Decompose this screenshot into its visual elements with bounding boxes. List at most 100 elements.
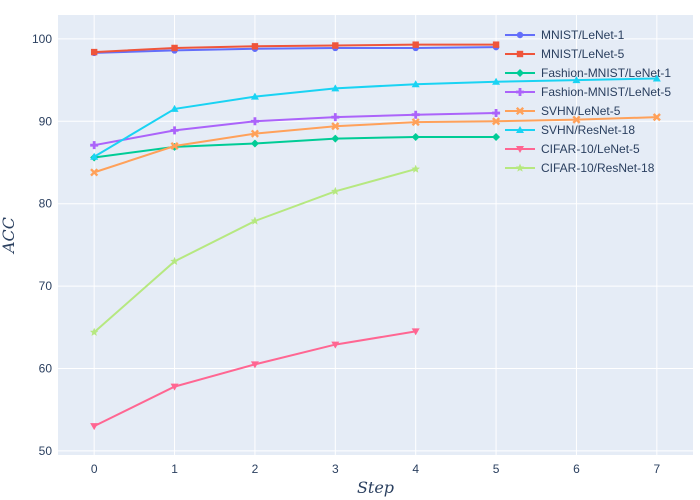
y-tick-label: 50 <box>39 444 53 458</box>
legend-marker <box>516 31 524 39</box>
series-5 <box>90 113 661 177</box>
data-point <box>250 361 259 369</box>
legend-label: Fashion-MNIST/LeNet-5 <box>541 85 671 99</box>
series-6 <box>90 74 661 160</box>
data-point <box>170 256 179 266</box>
legend-marker <box>516 88 524 96</box>
data-point <box>331 186 340 195</box>
x-tick-label: 0 <box>91 462 98 476</box>
data-point <box>250 92 259 100</box>
data-point <box>411 80 420 88</box>
legend-marker <box>516 50 524 58</box>
legend[interactable]: MNIST/LeNet-1 MNIST/LeNet-5 Fashion-MNIST/… <box>505 28 671 175</box>
y-tick-label: 70 <box>39 279 53 293</box>
data-point <box>411 110 420 119</box>
x-tick-label: 1 <box>171 462 178 476</box>
legend-marker <box>515 106 525 116</box>
legend-label: Fashion-MNIST/LeNet-1 <box>541 66 671 80</box>
data-point <box>411 328 420 336</box>
x-tick-label: 5 <box>493 462 500 476</box>
data-point <box>411 118 420 127</box>
y-tick-label: 60 <box>39 361 53 375</box>
y-axis-title: ACC <box>0 217 18 255</box>
data-point <box>90 168 99 177</box>
series-7 <box>90 328 420 431</box>
plot-background <box>58 15 693 455</box>
data-point <box>170 126 179 135</box>
legend-marker <box>516 146 524 153</box>
data-point <box>492 109 501 118</box>
x-tick-label: 3 <box>332 462 339 476</box>
data-point <box>411 132 420 141</box>
data-point <box>331 113 340 122</box>
x-tick-label: 6 <box>573 462 580 476</box>
legend-item[interactable]: Fashion-MNIST/LeNet-5 <box>505 85 671 99</box>
data-point <box>331 134 340 143</box>
data-point <box>90 141 99 150</box>
y-axis-ticks: 50 60 70 80 90 100 <box>32 32 52 458</box>
y-tick-label: 90 <box>39 114 53 128</box>
data-point <box>411 164 420 173</box>
legend-label: CIFAR-10/LeNet-5 <box>541 142 640 156</box>
data-point <box>170 141 179 151</box>
data-point <box>332 42 339 49</box>
series-4 <box>90 109 501 150</box>
y-tick-label: 100 <box>32 32 52 46</box>
data-point <box>171 44 178 52</box>
x-axis-title: Step <box>357 478 394 497</box>
data-point <box>492 117 501 126</box>
x-tick-label: 4 <box>412 462 419 476</box>
legend-marker <box>516 69 524 77</box>
data-point <box>170 104 179 112</box>
series-line <box>93 77 657 158</box>
data-point <box>331 122 340 131</box>
data-point <box>412 41 419 48</box>
data-point <box>652 113 661 122</box>
data-point <box>331 84 340 92</box>
data-point <box>89 327 99 336</box>
data-point <box>492 132 501 141</box>
series-line <box>94 43 497 54</box>
series-line <box>93 116 657 174</box>
x-tick-label: 2 <box>252 462 259 476</box>
data-point <box>572 76 581 84</box>
data-point <box>90 152 99 160</box>
data-point <box>331 341 340 349</box>
data-point <box>572 115 581 124</box>
series-line <box>93 112 497 147</box>
data-point <box>250 139 259 148</box>
data-point <box>170 383 179 391</box>
legend-label: SVHN/LeNet-5 <box>541 104 621 118</box>
series-layer <box>89 41 661 431</box>
data-point <box>90 48 98 56</box>
data-point <box>90 423 99 431</box>
legend-item[interactable]: CIFAR-10/ResNet-18 <box>505 161 655 175</box>
legend-item[interactable]: SVHN/ResNet-18 <box>505 123 635 137</box>
y-tick-label: 80 <box>39 197 53 211</box>
data-point <box>492 41 500 48</box>
x-tick-label: 7 <box>653 462 660 476</box>
series-line <box>94 135 497 159</box>
series-8 <box>89 164 420 336</box>
legend-label: SVHN/ResNet-18 <box>541 123 635 137</box>
x-axis-ticks: 0 1 2 3 4 5 6 7 <box>91 462 661 476</box>
legend-item[interactable]: Fashion-MNIST/LeNet-1 <box>505 66 671 80</box>
series-line <box>94 46 497 54</box>
series-2 <box>90 41 500 56</box>
legend-item[interactable]: CIFAR-10/LeNet-5 <box>505 142 640 156</box>
legend-marker <box>515 163 525 172</box>
legend-label: MNIST/LeNet-1 <box>541 28 625 42</box>
legend-item[interactable]: MNIST/LeNet-1 <box>505 28 625 42</box>
legend-marker <box>516 126 524 133</box>
legend-label: CIFAR-10/ResNet-18 <box>541 161 655 175</box>
legend-item[interactable]: MNIST/LeNet-5 <box>505 47 625 61</box>
gridlines <box>58 15 693 455</box>
data-point <box>492 77 501 85</box>
data-point <box>251 43 259 50</box>
data-point <box>250 216 260 225</box>
legend-label: MNIST/LeNet-5 <box>541 47 625 61</box>
data-point <box>250 129 259 138</box>
data-point <box>250 117 259 126</box>
legend-item[interactable]: SVHN/LeNet-5 <box>505 104 621 118</box>
